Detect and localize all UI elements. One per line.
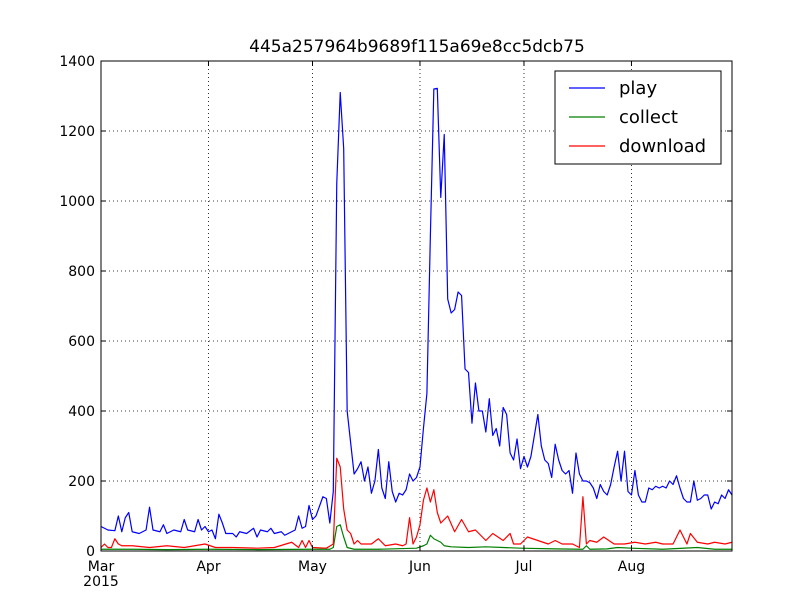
series-lines (100, 87, 733, 551)
legend: play collect download (554, 70, 722, 165)
grid-lines (101, 61, 732, 551)
legend-label-collect: collect (619, 107, 678, 128)
series-line-play (100, 87, 733, 540)
x-tick-label: Jul (515, 559, 533, 575)
y-tick-label: 200 (68, 474, 95, 490)
y-tick-label: 1000 (59, 194, 95, 210)
y-tick-label: 1200 (59, 124, 95, 140)
x-tick-label: Jun (408, 559, 431, 575)
x-tick-label: Aug (618, 559, 645, 575)
y-tick-label: 600 (68, 334, 95, 350)
x-tick-sublabel: 2015 (83, 574, 119, 590)
legend-label-download: download (619, 136, 706, 157)
series-line-collect (101, 524, 732, 551)
series-line-download (100, 457, 733, 549)
y-tick-label: 1400 (59, 54, 95, 70)
y-tick-label: 0 (86, 544, 95, 560)
x-tick-label: Mar (88, 559, 115, 575)
x-tick-label: Apr (196, 559, 220, 575)
y-tick-label: 800 (68, 264, 95, 280)
y-tick-label: 400 (68, 404, 95, 420)
legend-label-play: play (619, 78, 657, 99)
plot-area-frame (100, 60, 733, 552)
chart-title: 445a257964b9689f115a69e8cc5dcb75 (249, 37, 585, 57)
x-tick-label: May (298, 559, 327, 575)
